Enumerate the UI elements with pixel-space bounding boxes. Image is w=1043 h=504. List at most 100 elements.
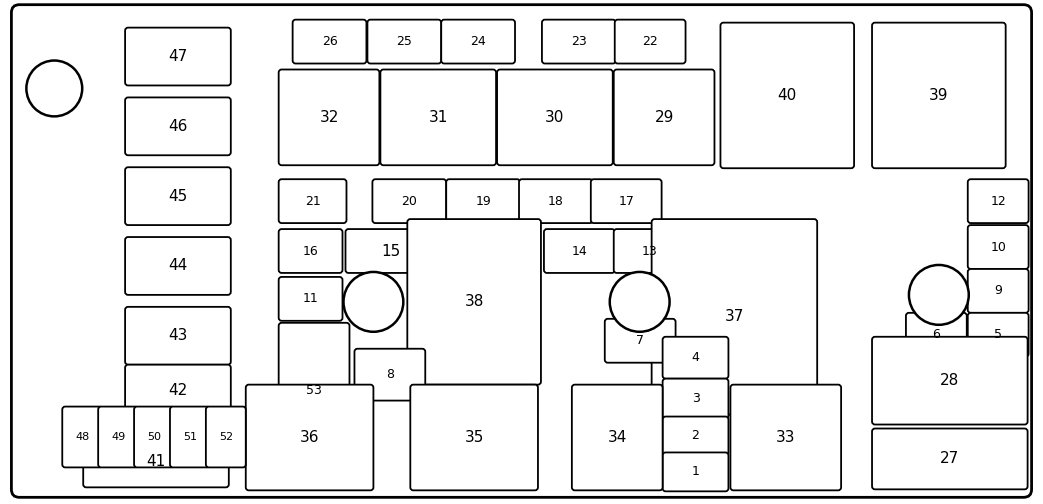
FancyBboxPatch shape (498, 70, 612, 165)
Text: 18: 18 (548, 195, 564, 208)
FancyBboxPatch shape (446, 179, 520, 223)
Text: 28: 28 (940, 373, 960, 388)
FancyBboxPatch shape (278, 70, 380, 165)
FancyBboxPatch shape (355, 349, 426, 401)
Text: 43: 43 (168, 328, 188, 343)
Text: 2: 2 (692, 429, 700, 443)
FancyBboxPatch shape (11, 5, 1032, 497)
FancyBboxPatch shape (662, 379, 728, 418)
Text: 25: 25 (396, 35, 412, 48)
Text: 47: 47 (168, 49, 188, 64)
Circle shape (26, 60, 82, 116)
FancyBboxPatch shape (968, 225, 1028, 269)
Text: 21: 21 (305, 195, 320, 208)
Text: 49: 49 (111, 432, 125, 442)
Text: 22: 22 (642, 35, 658, 48)
FancyBboxPatch shape (614, 20, 685, 64)
Text: 39: 39 (929, 88, 948, 103)
FancyBboxPatch shape (590, 179, 661, 223)
Text: 40: 40 (778, 88, 797, 103)
Text: 45: 45 (168, 188, 188, 204)
FancyBboxPatch shape (125, 307, 231, 365)
FancyBboxPatch shape (372, 179, 446, 223)
FancyBboxPatch shape (662, 453, 728, 491)
Text: 32: 32 (319, 110, 339, 125)
FancyBboxPatch shape (367, 20, 441, 64)
FancyBboxPatch shape (872, 337, 1027, 424)
Text: 8: 8 (386, 368, 394, 381)
Text: 34: 34 (608, 430, 627, 445)
Text: 15: 15 (382, 243, 401, 259)
Text: 11: 11 (302, 292, 318, 305)
Text: 36: 36 (299, 430, 319, 445)
Text: 31: 31 (429, 110, 447, 125)
Text: 12: 12 (990, 195, 1006, 208)
FancyBboxPatch shape (345, 229, 436, 273)
Text: 10: 10 (990, 240, 1006, 254)
Text: 1: 1 (692, 465, 700, 478)
FancyBboxPatch shape (441, 20, 515, 64)
Text: 20: 20 (402, 195, 417, 208)
Text: 16: 16 (302, 244, 318, 258)
Text: 41: 41 (146, 455, 166, 469)
Text: 3: 3 (692, 392, 700, 405)
Text: 19: 19 (476, 195, 491, 208)
FancyBboxPatch shape (63, 407, 102, 467)
Text: 5: 5 (994, 328, 1002, 341)
Text: 42: 42 (168, 383, 188, 398)
Circle shape (343, 272, 404, 332)
Text: 35: 35 (464, 430, 484, 445)
FancyBboxPatch shape (721, 23, 854, 168)
FancyBboxPatch shape (278, 179, 346, 223)
Text: 23: 23 (571, 35, 587, 48)
Text: 24: 24 (470, 35, 486, 48)
FancyBboxPatch shape (125, 28, 231, 86)
FancyBboxPatch shape (408, 219, 541, 385)
FancyBboxPatch shape (170, 407, 210, 467)
Text: 26: 26 (321, 35, 337, 48)
FancyBboxPatch shape (125, 167, 231, 225)
FancyBboxPatch shape (872, 23, 1005, 168)
Circle shape (908, 265, 969, 325)
Text: 52: 52 (219, 432, 233, 442)
Text: 46: 46 (168, 119, 188, 134)
FancyBboxPatch shape (278, 277, 342, 321)
Text: 9: 9 (994, 284, 1002, 297)
Text: 27: 27 (940, 452, 960, 466)
FancyBboxPatch shape (652, 219, 817, 415)
FancyBboxPatch shape (278, 229, 342, 273)
FancyBboxPatch shape (730, 385, 841, 490)
FancyBboxPatch shape (662, 337, 728, 379)
FancyBboxPatch shape (410, 385, 538, 490)
FancyBboxPatch shape (662, 416, 728, 456)
Text: 29: 29 (654, 110, 674, 125)
FancyBboxPatch shape (572, 385, 662, 490)
Text: 44: 44 (168, 259, 188, 274)
FancyBboxPatch shape (544, 229, 614, 273)
FancyBboxPatch shape (205, 407, 246, 467)
Text: 4: 4 (692, 351, 700, 364)
FancyBboxPatch shape (542, 20, 615, 64)
Text: 38: 38 (464, 294, 484, 309)
FancyBboxPatch shape (125, 237, 231, 295)
FancyBboxPatch shape (906, 313, 967, 357)
FancyBboxPatch shape (135, 407, 174, 467)
FancyBboxPatch shape (968, 179, 1028, 223)
Text: 37: 37 (725, 309, 744, 324)
FancyBboxPatch shape (381, 70, 496, 165)
Text: 53: 53 (307, 384, 322, 397)
Circle shape (610, 272, 670, 332)
FancyBboxPatch shape (613, 70, 714, 165)
Text: 33: 33 (776, 430, 796, 445)
Text: 14: 14 (572, 244, 587, 258)
FancyBboxPatch shape (278, 323, 349, 459)
Text: 7: 7 (636, 334, 645, 347)
Text: 30: 30 (545, 110, 564, 125)
FancyBboxPatch shape (968, 313, 1028, 357)
Text: 13: 13 (641, 244, 657, 258)
FancyBboxPatch shape (519, 179, 592, 223)
FancyBboxPatch shape (98, 407, 138, 467)
FancyBboxPatch shape (293, 20, 366, 64)
Text: 51: 51 (183, 432, 197, 442)
FancyBboxPatch shape (83, 436, 228, 487)
